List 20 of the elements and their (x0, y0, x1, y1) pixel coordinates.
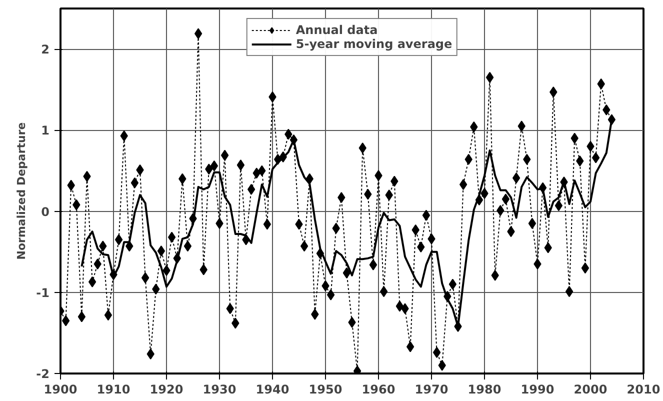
y-tick-label: -1 (36, 286, 50, 300)
x-tick-label: 1900 (44, 382, 78, 396)
x-tick-label: 1980 (468, 382, 502, 396)
y-tick-label: 2 (41, 42, 50, 57)
x-tick-label: 2010 (626, 382, 660, 396)
legend-label: 5-year moving average (296, 37, 452, 51)
y-tick-label: 1 (41, 124, 50, 138)
x-tick-label: 1920 (150, 382, 184, 396)
x-tick-label: 1970 (414, 382, 448, 396)
y-tick-label: -2 (36, 367, 50, 381)
y-tick-label: 0 (41, 204, 50, 219)
x-tick-label: 1950 (308, 382, 342, 396)
legend-label: Annual data (296, 23, 378, 37)
x-tick-label: 1960 (362, 382, 396, 396)
x-tick-label: 1940 (256, 382, 290, 396)
x-tick-label: 1910 (96, 382, 130, 396)
y-axis-title: Normalized Departure (15, 122, 28, 260)
x-tick-label: 1990 (520, 382, 554, 396)
x-tick-label: 1930 (202, 382, 236, 396)
x-tick-label: 2000 (574, 382, 608, 396)
